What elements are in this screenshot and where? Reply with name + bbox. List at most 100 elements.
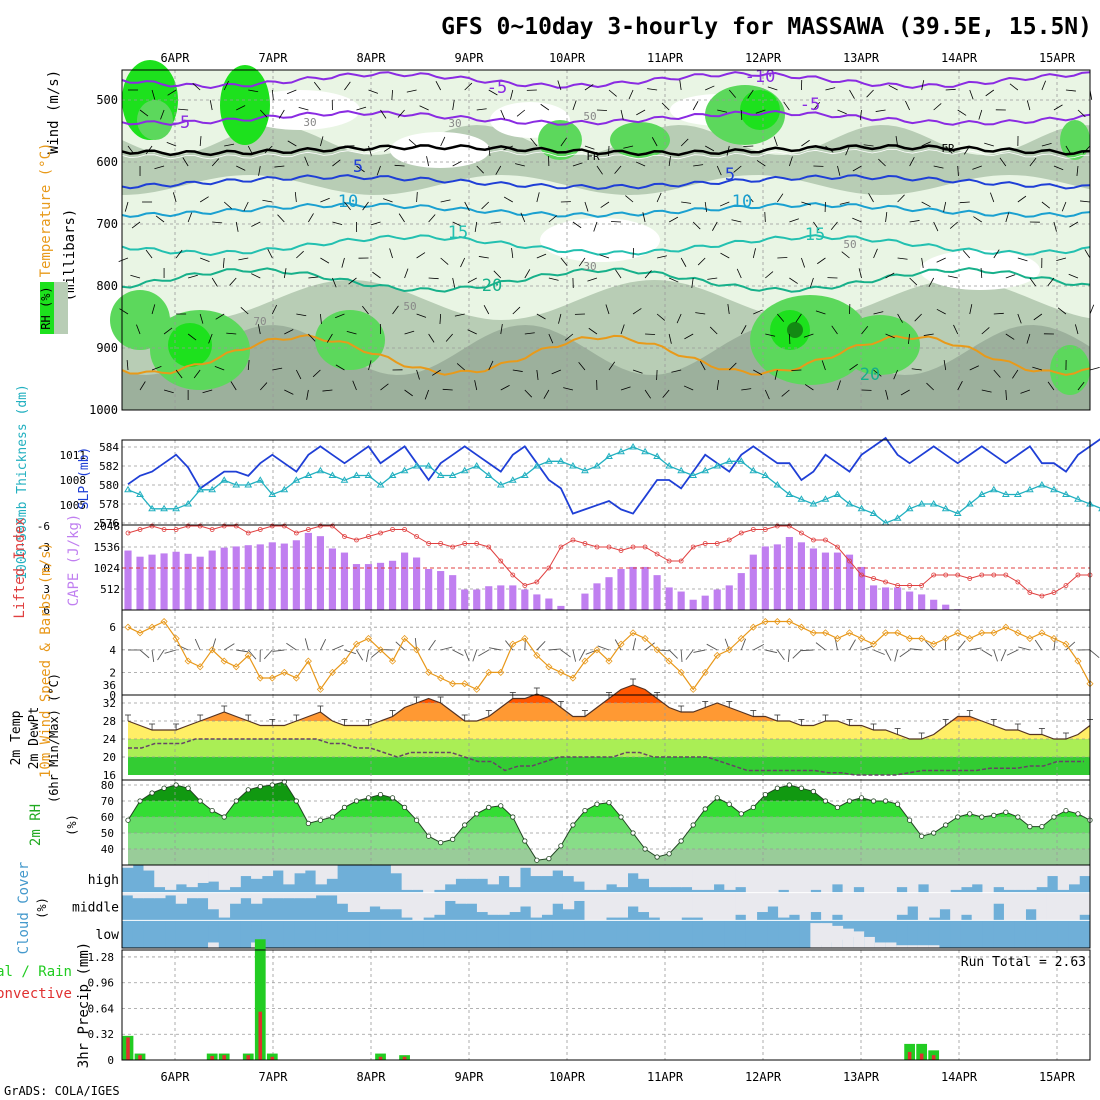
cloud-gap: [197, 892, 209, 899]
cloud-gap: [229, 920, 241, 948]
cloud-gap: [874, 925, 887, 948]
cloud-gap: [767, 892, 779, 907]
wind-barb: [362, 201, 369, 211]
contour-label: -5: [170, 113, 190, 133]
wind-barb: [1077, 381, 1085, 391]
thickness-point: [172, 504, 180, 512]
lifted-index-line: [127, 525, 1090, 597]
wind-barb: [516, 109, 526, 117]
wind-barb: [284, 329, 294, 335]
wind-speed-point: [1074, 657, 1082, 665]
wind-speed-point: [340, 657, 349, 665]
wind-barb: [980, 267, 983, 279]
rh-point: [534, 857, 540, 863]
lifted-index-point: [871, 576, 876, 581]
rh-point: [582, 807, 588, 814]
contour-label: 30: [448, 117, 461, 130]
y-tick-label: 580: [99, 479, 119, 492]
cloud-gap: [885, 892, 897, 921]
wind-barb: [572, 100, 577, 111]
cloud-gap: [401, 920, 413, 948]
wind-speed-point: [653, 646, 661, 654]
wind-barb: [620, 386, 631, 391]
top-date-labels: 6APR 7APR 8APR 9APR 10APR 11APR 12APR 13APR 14AP…: [161, 51, 1076, 65]
cloud-gap: [1036, 865, 1048, 888]
wind-speed-point: [809, 629, 817, 637]
rh-point: [426, 833, 432, 839]
wind-barb: [274, 165, 285, 168]
wind-barb: [326, 333, 333, 343]
lifted-index-point: [1039, 593, 1045, 599]
low-cloud-cell: [917, 945, 930, 948]
rh-max-core: [787, 322, 803, 338]
wind-barb-10m: [899, 649, 910, 658]
wind-barb: [476, 108, 487, 111]
wind-barb-10m: [414, 638, 418, 651]
wind-barb: [235, 221, 239, 232]
cloud-gap: [294, 865, 306, 874]
rh-point: [498, 803, 504, 809]
wind-barb: [264, 145, 273, 154]
wind-barb: [756, 160, 766, 167]
wind-barb: [1026, 100, 1031, 111]
cloud-gap: [541, 892, 553, 915]
cloud-gap: [294, 920, 306, 948]
cloud-gap: [498, 865, 510, 877]
thickness-point: [761, 471, 770, 478]
cloud-gap: [756, 920, 768, 948]
wind-barb: [691, 277, 694, 288]
thickness-point: [304, 471, 313, 478]
rh-legend-label: RH (%): [39, 286, 53, 329]
cape-bar: [292, 540, 300, 610]
cloud-gap: [778, 865, 790, 890]
cape-bar: [869, 585, 878, 610]
wind-barb: [765, 271, 774, 279]
cloud-gap: [390, 920, 403, 948]
contour-label: FR: [941, 142, 955, 155]
wind-barb: [551, 369, 562, 375]
rh-point: [293, 798, 299, 804]
lifted-index-point: [293, 530, 299, 536]
cape-bar: [521, 589, 529, 610]
contour-label: -10: [745, 67, 776, 87]
rh-point: [931, 830, 937, 836]
cloud-gap: [1057, 920, 1069, 948]
rh-point: [654, 854, 660, 860]
bottom-date-label: 13APR: [843, 1070, 880, 1084]
wind-barb: [788, 156, 793, 167]
wind-barb: [795, 313, 802, 323]
rh-band: [128, 849, 1090, 865]
wind-speed-point: [473, 685, 481, 693]
thickness-point: [629, 443, 637, 450]
wind-barb-10m: [572, 649, 577, 662]
cloud-gap: [864, 865, 876, 893]
cloud-gap: [917, 892, 930, 921]
wind-barb-10m: [834, 638, 838, 651]
wind-barb: [728, 362, 737, 371]
wind-barb: [404, 330, 415, 335]
rh-point: [161, 785, 167, 791]
cloud-gap: [347, 892, 360, 913]
cloud-gap: [939, 920, 951, 948]
wind-barb: [831, 325, 838, 335]
rh-field-mid: [122, 125, 1090, 195]
wind-barb: [984, 142, 994, 147]
wind-speed-point: [148, 623, 156, 631]
wind-barb: [789, 277, 798, 284]
cape-bar: [376, 562, 385, 610]
bottom-date-label: 14APR: [941, 1070, 978, 1084]
thickness-point: [544, 457, 553, 464]
wind-speed-point: [172, 634, 180, 643]
wind-barb: [909, 277, 918, 286]
y-tick-label: 2048: [94, 520, 121, 533]
wind-barb: [344, 201, 351, 211]
cape-bar: [425, 568, 433, 610]
wind-speed-point: [833, 634, 842, 643]
wind-barb: [859, 109, 862, 120]
wind-barb: [332, 221, 343, 225]
wind-barb: [136, 324, 141, 335]
y-tick-label: 578: [99, 498, 119, 511]
y-tick-label: 500: [96, 93, 118, 107]
wind-barb: [1047, 381, 1055, 391]
wind-barb: [440, 257, 449, 265]
